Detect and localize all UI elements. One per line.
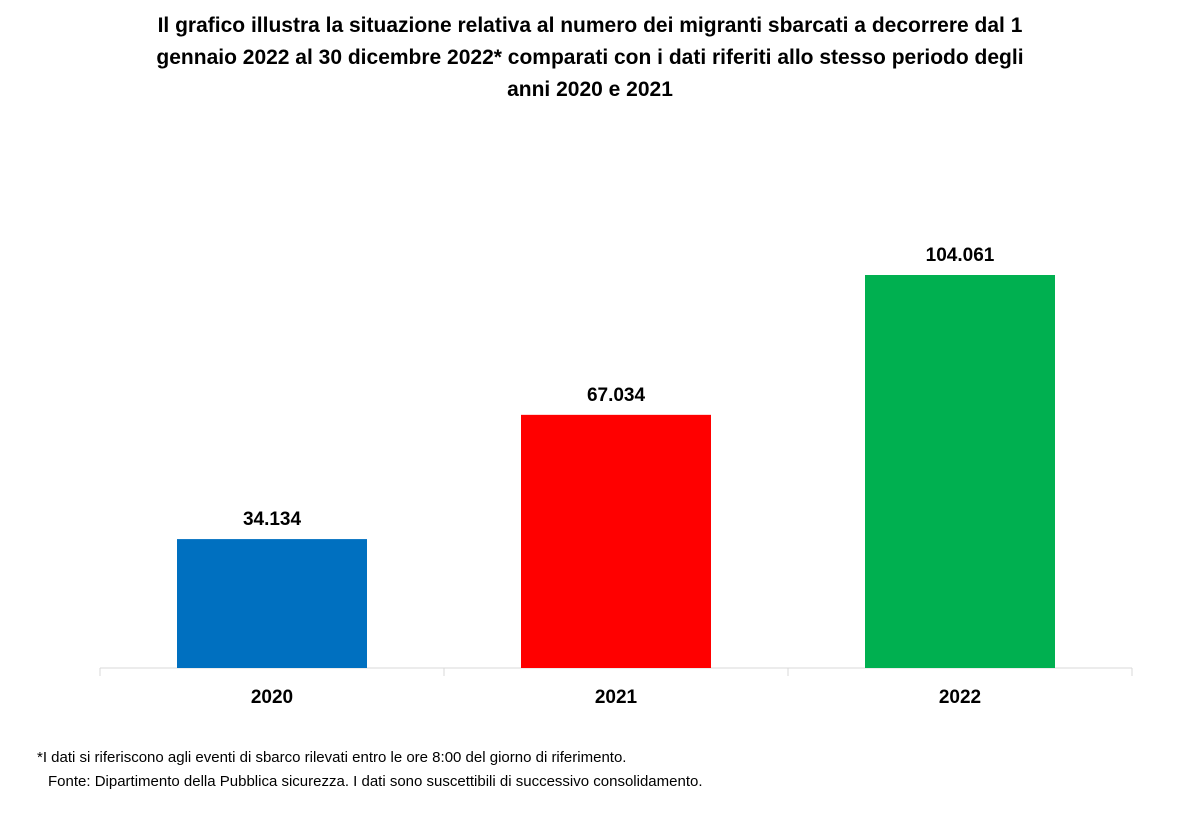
x-tick-label-2022: 2022 [939, 687, 981, 708]
data-label-2020: 34.134 [243, 509, 302, 530]
footnote-source: Fonte: Dipartimento della Pubblica sicur… [48, 773, 703, 790]
bar-2022 [865, 275, 1055, 668]
x-tick-label-2020: 2020 [251, 687, 293, 708]
x-tick-label-2021: 2021 [595, 687, 638, 708]
bar-2020 [177, 539, 367, 668]
chart-title: Il grafico illustra la situazione relati… [156, 14, 1024, 101]
data-label-2021: 67.034 [587, 385, 646, 406]
data-label-2022: 104.061 [926, 245, 995, 266]
bar-2021 [521, 414, 711, 668]
footnote-note: *I dati si riferiscono agli eventi di sb… [37, 749, 627, 766]
